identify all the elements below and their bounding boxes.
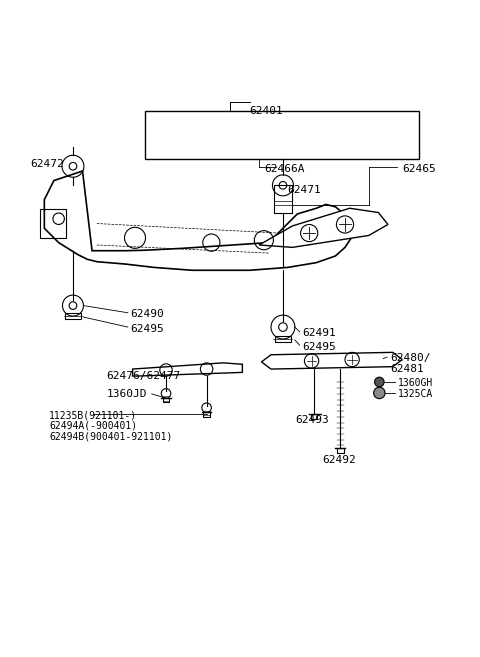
Text: 1360GH: 1360GH xyxy=(397,378,433,388)
Text: 1360JD: 1360JD xyxy=(107,390,147,399)
Text: 62466A: 62466A xyxy=(264,164,304,173)
Text: 62495: 62495 xyxy=(302,342,336,351)
Bar xyxy=(39,209,66,238)
Text: 11235B(921101-): 11235B(921101-) xyxy=(49,411,137,420)
Polygon shape xyxy=(259,208,388,248)
Bar xyxy=(275,336,291,342)
Text: 62492: 62492 xyxy=(322,455,356,464)
Text: 62472: 62472 xyxy=(30,159,64,169)
Text: 62490: 62490 xyxy=(130,309,164,319)
Bar xyxy=(311,415,317,419)
Text: 62401: 62401 xyxy=(250,106,283,116)
Polygon shape xyxy=(132,363,242,376)
Text: 1325CA: 1325CA xyxy=(397,390,433,399)
Text: 62480/: 62480/ xyxy=(390,353,431,363)
Text: 62494A(-900401): 62494A(-900401) xyxy=(49,421,137,431)
Text: 62465: 62465 xyxy=(402,164,436,173)
Text: 62495: 62495 xyxy=(130,323,164,334)
Bar xyxy=(203,413,210,417)
Bar xyxy=(65,313,81,319)
Bar xyxy=(275,185,291,213)
Text: 62491: 62491 xyxy=(302,328,336,338)
Text: 62471: 62471 xyxy=(288,185,322,195)
Bar xyxy=(337,448,344,453)
Polygon shape xyxy=(44,171,355,270)
Text: 62494B(900401-921101): 62494B(900401-921101) xyxy=(49,432,172,442)
Circle shape xyxy=(373,387,385,399)
Circle shape xyxy=(374,377,384,387)
Text: 62493: 62493 xyxy=(295,415,329,425)
Bar xyxy=(163,398,169,403)
Text: 62481: 62481 xyxy=(390,364,424,374)
Bar xyxy=(144,112,419,159)
Text: 62476/62477: 62476/62477 xyxy=(107,371,180,381)
Polygon shape xyxy=(262,352,402,369)
